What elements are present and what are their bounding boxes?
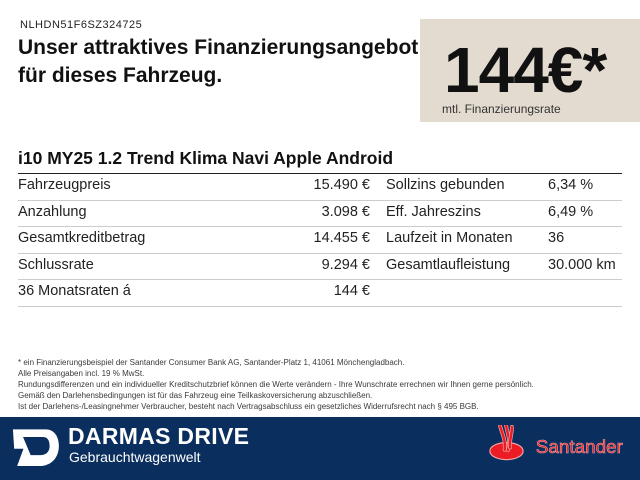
svg-text:Santander: Santander xyxy=(536,437,623,458)
